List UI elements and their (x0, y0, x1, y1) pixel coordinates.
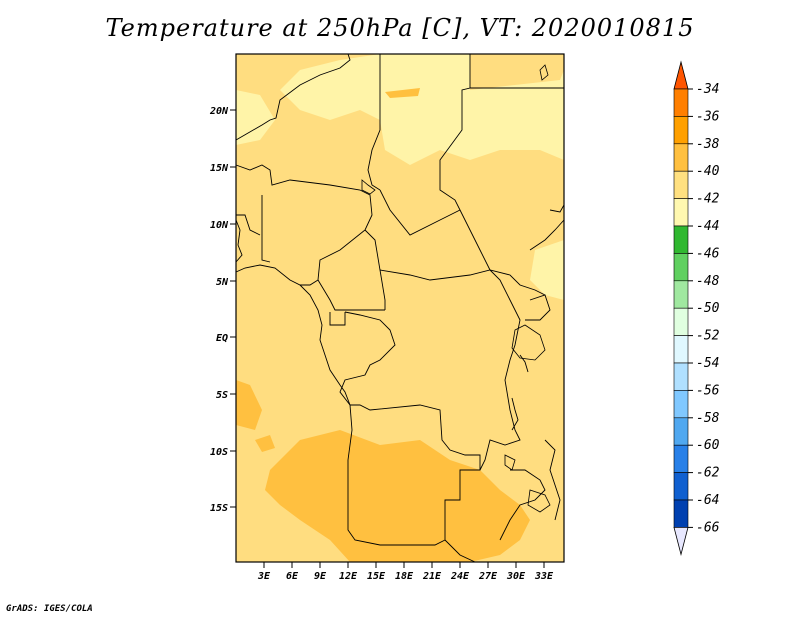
country-borders (235, 53, 565, 563)
y-tick-label: 5N (216, 277, 229, 288)
coastline (235, 219, 561, 521)
colorbar-label: -48 (696, 274, 720, 289)
colorbar-label: -62 (696, 466, 720, 481)
x-tick-label: 30E (506, 571, 526, 582)
colorbar-swatch (673, 307, 689, 336)
colorbar-swatch (673, 225, 689, 254)
colorbar-swatch (673, 143, 689, 172)
x-axis: 3E 6E 9E 12E 15E 18E 21E 24E 27E 30E 33E (257, 562, 554, 582)
colorbar-swatch (673, 417, 689, 446)
colorbar-label: -34 (696, 82, 719, 97)
colorbar-swatch (673, 362, 689, 391)
y-tick-label: 5S (216, 390, 228, 401)
colorbar-swatch (673, 116, 689, 145)
colorbar-label: -56 (696, 383, 720, 398)
colorbar-label: -50 (696, 301, 720, 316)
colorbar-label: -42 (696, 192, 720, 207)
colorbar-swatch (673, 88, 689, 117)
x-tick-label: 12E (339, 571, 358, 582)
colorbar-top-arrow (673, 60, 689, 90)
temperature-field-cool-north (280, 54, 564, 165)
temperature-field-cool-west (236, 90, 275, 145)
y-axis: 20N 15N 10N 5N EQ 5S 10S 15S (209, 106, 236, 514)
colorbar-label: -46 (696, 246, 720, 261)
y-tick-label: 15S (210, 503, 228, 514)
lakes (361, 64, 551, 513)
x-tick-label: 27E (478, 571, 498, 582)
colorbar-swatch (673, 390, 689, 419)
colorbar-swatch (673, 280, 689, 309)
y-tick-label: 15N (210, 163, 229, 174)
colorbar-swatch (673, 472, 689, 501)
colorbar-swatch (673, 170, 689, 199)
colorbar-label: -66 (696, 520, 720, 535)
x-tick-label: 24E (450, 571, 470, 582)
colorbar-swatch (673, 198, 689, 227)
colorbar-swatch (673, 335, 689, 364)
colorbar-label: -36 (696, 109, 720, 124)
credit-label: GrADS: IGES/COLA (6, 604, 93, 614)
x-tick-label: 21E (422, 571, 442, 582)
colorbar-label: -40 (696, 164, 720, 179)
colorbar-bottom-arrow (673, 527, 689, 556)
map-panel (235, 53, 565, 563)
colorbar-swatch (673, 253, 689, 282)
x-tick-label: 3E (257, 571, 271, 582)
temperature-field-warm-southwest (236, 380, 262, 430)
map-frame (235, 53, 565, 563)
y-tick-label: 10S (210, 447, 228, 458)
colorbar-label: -64 (696, 493, 719, 508)
colorbar-label: -44 (696, 219, 719, 234)
y-tick-label: EQ (216, 333, 228, 344)
colorbar-label: -52 (696, 329, 720, 344)
map-title: Temperature at 250hPa [C], VT: 202001081… (105, 14, 695, 42)
temperature-field-cool-east (530, 240, 564, 300)
colorbar-label: -54 (696, 356, 719, 371)
y-tick-label: 10N (210, 220, 229, 231)
x-tick-label: 9E (314, 571, 327, 582)
x-tick-label: 33E (534, 571, 554, 582)
temperature-field-warm-patch (255, 435, 275, 452)
x-tick-label: 18E (395, 571, 414, 582)
colorbar-label: -58 (696, 411, 720, 426)
colorbar: -34 -36 -38 -40 -42 -44 -46 -48 -50 -52 -54 -56 -58 -… (673, 60, 720, 556)
x-tick-label: 6E (286, 571, 299, 582)
x-tick-label: 15E (367, 571, 386, 582)
y-tick-label: 20N (209, 106, 229, 117)
colorbar-swatch (673, 499, 689, 528)
colorbar-label: -38 (696, 137, 720, 152)
colorbar-label: -60 (696, 438, 720, 453)
temperature-field-warm-north (385, 88, 420, 98)
temperature-field-warm-south (265, 430, 530, 562)
colorbar-swatch (673, 444, 689, 473)
